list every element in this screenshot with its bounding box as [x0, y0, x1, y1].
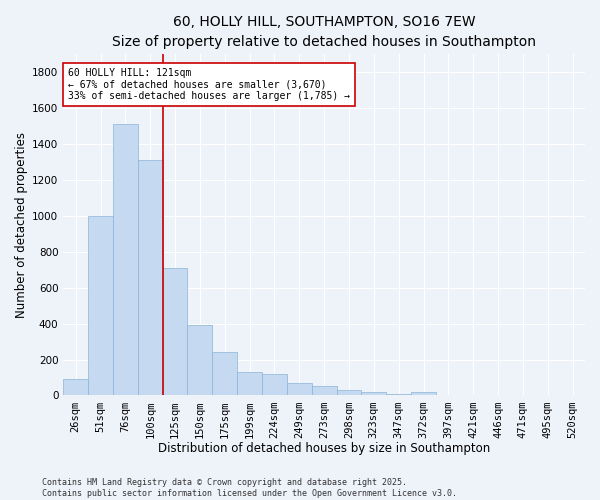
Bar	[386, 394, 411, 396]
X-axis label: Distribution of detached houses by size in Southampton: Distribution of detached houses by size …	[158, 442, 490, 455]
Bar	[287, 383, 312, 396]
Bar	[63, 380, 88, 396]
Bar	[138, 160, 163, 396]
Bar	[411, 392, 436, 396]
Bar	[212, 352, 237, 396]
Bar	[163, 268, 187, 396]
Bar	[113, 124, 138, 396]
Bar	[88, 216, 113, 396]
Bar	[436, 394, 461, 396]
Bar	[312, 386, 337, 396]
Title: 60, HOLLY HILL, SOUTHAMPTON, SO16 7EW
Size of property relative to detached hous: 60, HOLLY HILL, SOUTHAMPTON, SO16 7EW Si…	[112, 15, 536, 48]
Text: 60 HOLLY HILL: 121sqm
← 67% of detached houses are smaller (3,670)
33% of semi-d: 60 HOLLY HILL: 121sqm ← 67% of detached …	[68, 68, 350, 102]
Bar	[187, 326, 212, 396]
Y-axis label: Number of detached properties: Number of detached properties	[15, 132, 28, 318]
Bar	[337, 390, 361, 396]
Bar	[262, 374, 287, 396]
Bar	[361, 392, 386, 396]
Bar	[237, 372, 262, 396]
Text: Contains HM Land Registry data © Crown copyright and database right 2025.
Contai: Contains HM Land Registry data © Crown c…	[42, 478, 457, 498]
